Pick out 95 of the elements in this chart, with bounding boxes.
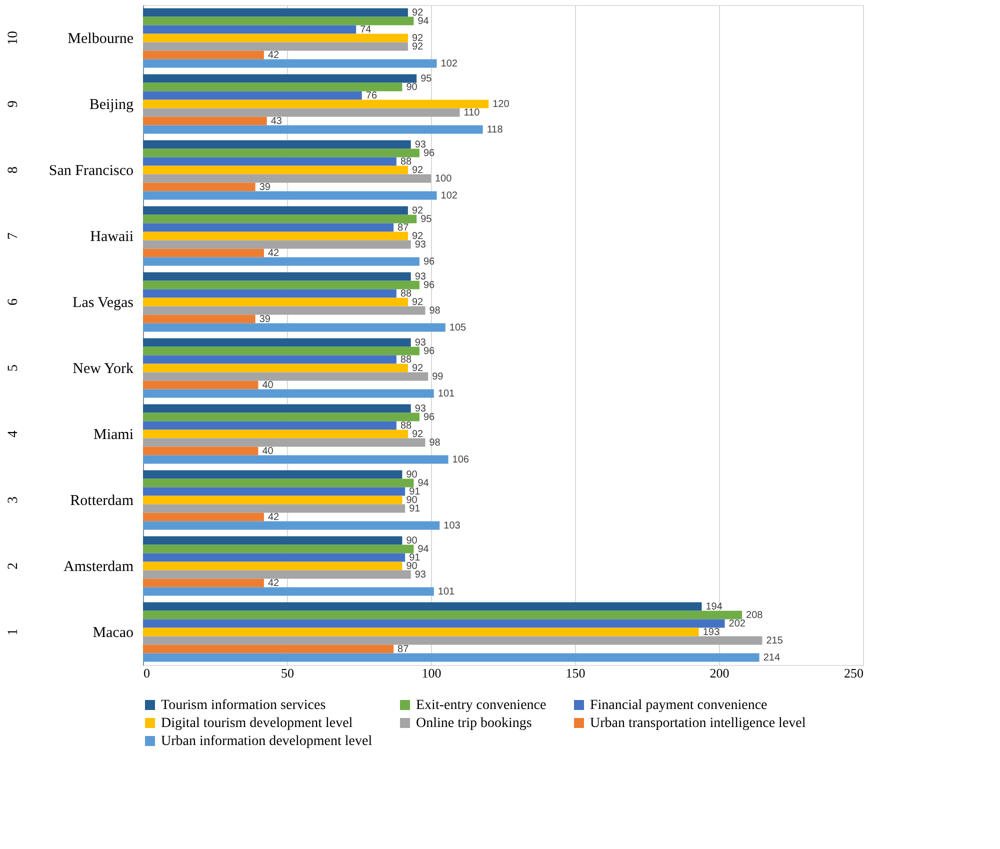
data-label: 39: [259, 182, 271, 193]
data-label: 98: [429, 305, 441, 316]
data-label: 39: [259, 314, 271, 325]
data-label: 42: [268, 248, 280, 259]
y-tick-label: Amsterdam: [64, 559, 134, 575]
text: 4: [6, 430, 21, 438]
text: 5: [6, 364, 21, 372]
data-label: 95: [420, 214, 432, 226]
data-label: 42: [268, 50, 280, 61]
data-label: 40: [262, 446, 274, 457]
y-tick-label: San Francisco: [48, 163, 134, 179]
data-label: 88: [400, 354, 412, 366]
data-label: 43: [270, 116, 282, 127]
data-label: 92: [412, 165, 424, 176]
data-label: 92: [412, 41, 424, 52]
data-label: 96: [423, 412, 436, 424]
data-label: 87: [398, 222, 410, 234]
data-label: 90: [406, 495, 418, 506]
legend-label: Online trip bookings: [416, 716, 532, 731]
data-label: 102: [440, 58, 458, 70]
data-label: 90: [406, 470, 418, 481]
data-label: 208: [746, 610, 764, 622]
data-label: 194: [706, 602, 723, 613]
y-tick-label: Macao: [92, 625, 134, 641]
text: 1: [6, 628, 21, 636]
y-tick-label: Miami: [94, 427, 134, 443]
x-tick-label: 250: [844, 666, 864, 680]
x-tick-label: 50: [281, 666, 294, 680]
data-label: 202: [728, 618, 746, 630]
data-label: 93: [414, 239, 426, 250]
text: 2: [6, 562, 21, 570]
data-label: 88: [400, 156, 412, 168]
data-label: 106: [452, 454, 470, 466]
data-label: 87: [398, 644, 410, 655]
data-label: 96: [423, 346, 436, 358]
legend-label: Urban information development level: [161, 734, 372, 749]
data-label: 91: [409, 503, 421, 514]
text: 10: [6, 31, 21, 45]
data-label: 76: [366, 90, 378, 102]
data-label: 105: [449, 322, 467, 334]
data-label: 103: [444, 520, 461, 532]
x-tick-label: 100: [422, 666, 442, 680]
data-label: 88: [400, 420, 412, 432]
data-label: 95: [420, 74, 432, 85]
data-label: 120: [492, 99, 510, 110]
data-label: 102: [440, 190, 458, 202]
y-tick-label: Hawaii: [90, 229, 134, 245]
x-tick-label: 0: [144, 666, 150, 680]
data-label: 96: [423, 148, 436, 160]
data-label: 101: [438, 586, 456, 598]
data-label: 92: [412, 429, 424, 440]
data-label: 94: [418, 544, 430, 556]
data-label: 40: [262, 380, 274, 391]
legend-label: Digital tourism development level: [161, 716, 353, 731]
data-label: 101: [438, 388, 456, 400]
data-label: 110: [464, 107, 480, 118]
data-label: 215: [766, 635, 784, 646]
text: 9: [6, 100, 21, 108]
y-tick-label: Rotterdam: [70, 493, 134, 509]
data-label: 92: [412, 231, 424, 242]
data-label: 88: [400, 288, 412, 300]
data-label: 98: [429, 437, 441, 448]
data-label: 94: [418, 16, 430, 28]
data-label: 92: [412, 33, 424, 44]
legend-label: Tourism information services: [161, 698, 326, 713]
data-label: 74: [360, 24, 372, 36]
data-label: 214: [763, 652, 780, 664]
data-label: 99: [432, 371, 444, 382]
data-label: 96: [423, 280, 436, 292]
data-label: 92: [412, 363, 424, 374]
data-label: 42: [268, 578, 280, 589]
x-tick-label: 150: [566, 666, 586, 680]
data-label: 96: [423, 256, 436, 268]
legend-label: Financial payment convenience: [590, 698, 768, 713]
y-tick-label: Las Vegas: [72, 295, 134, 311]
data-label: 90: [406, 561, 418, 572]
text: 8: [6, 166, 21, 174]
data-label: 90: [406, 82, 418, 94]
data-label: 93: [414, 569, 426, 580]
y-tick-label: Melbourne: [68, 31, 134, 47]
text: 3: [6, 496, 21, 504]
data-label: 90: [406, 536, 418, 547]
data-label: 92: [412, 297, 424, 308]
data-label: 193: [702, 627, 720, 638]
data-label: 118: [486, 124, 504, 136]
data-label: 42: [268, 512, 280, 523]
x-tick-label: 200: [710, 666, 730, 680]
legend-label: Urban transportation intelligence level: [590, 716, 806, 731]
text: 7: [6, 232, 21, 240]
data-label: 94: [418, 478, 430, 490]
y-tick-label: New York: [72, 361, 134, 377]
text: 6: [6, 298, 21, 306]
legend-label: Exit-entry convenience: [416, 698, 546, 713]
data-label: 100: [435, 173, 452, 184]
y-tick-label: Beijing: [89, 97, 134, 113]
